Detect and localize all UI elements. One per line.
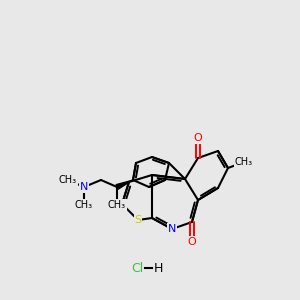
Text: N: N — [168, 224, 176, 234]
Text: CH₃: CH₃ — [108, 200, 126, 210]
Text: O: O — [188, 237, 196, 247]
Text: CH₃: CH₃ — [75, 200, 93, 210]
Text: H: H — [153, 262, 163, 275]
Text: S: S — [134, 215, 142, 225]
Text: O: O — [194, 133, 202, 143]
Text: N: N — [80, 182, 88, 192]
Polygon shape — [116, 180, 134, 189]
Text: CH₃: CH₃ — [59, 175, 77, 185]
Text: Cl: Cl — [131, 262, 143, 275]
Text: CH₃: CH₃ — [235, 157, 253, 167]
